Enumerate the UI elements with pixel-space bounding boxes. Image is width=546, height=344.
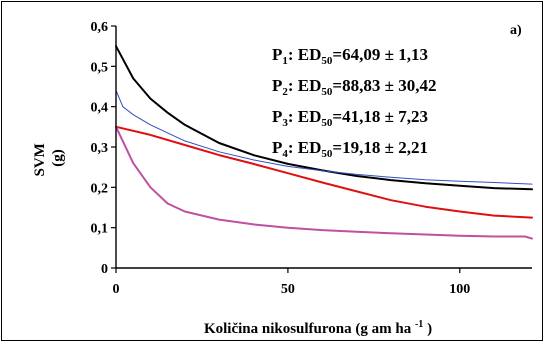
panel-label: a): [510, 23, 522, 38]
y-tick-label: 0,6: [91, 20, 109, 35]
annotation-group: P1: ED50=64,09 ± 1,13 P2: ED50=88,83 ± 3…: [272, 45, 436, 160]
annotation-1-mid: : ED: [288, 45, 322, 64]
annotation-2-sub2: 50: [321, 86, 333, 98]
y-tick-label: 0,1: [91, 222, 109, 237]
annotation-3: P3: ED50=41,18 ± 7,23: [272, 107, 428, 129]
x-axis-label-main: Količina nikosulfurona (g am ha: [204, 321, 412, 337]
y-axis-label: SVM (g): [32, 139, 66, 176]
annotation-3-post: =41,18 ± 7,23: [332, 107, 428, 126]
annotation-1-sub1: 1: [282, 55, 288, 67]
series-line-4: [115, 125, 533, 240]
y-tick-label: 0,5: [91, 60, 109, 75]
annotation-1-sub2: 50: [321, 55, 333, 67]
annotation-1-post: =64,09 ± 1,13: [332, 45, 428, 64]
annotation-4-sub2: 50: [321, 148, 333, 160]
x-tick-label: 0: [113, 282, 120, 297]
y-tick-label: 0,3: [91, 141, 109, 156]
annotation-4-sub1: 4: [282, 148, 288, 160]
annotation-2: P2: ED50=88,83 ± 30,42: [272, 76, 436, 98]
annotation-2-post: =88,83 ± 30,42: [332, 76, 436, 95]
annotation-1: P1: ED50=64,09 ± 1,13: [272, 45, 428, 67]
annotation-3-sub2: 50: [321, 117, 333, 129]
y-axis-label-main: SVM: [32, 143, 48, 176]
annotation-3-pre: P: [272, 107, 282, 126]
series-group: [115, 45, 533, 240]
annotation-2-mid: : ED: [288, 76, 322, 95]
x-tick-label: 50: [281, 282, 295, 297]
x-axis-label: Količina nikosulfurona (g am ha -1 ): [204, 315, 432, 337]
x-axis-label-superscript: -1: [415, 319, 423, 330]
annotation-4-mid: : ED: [288, 138, 322, 157]
series-line-1: [115, 45, 533, 191]
annotation-2-sub1: 2: [282, 86, 288, 98]
annotation-3-mid: : ED: [288, 107, 322, 126]
y-tick-label: 0,4: [91, 101, 109, 116]
series-line-3: [115, 125, 533, 219]
tick-group: 0 0,1 0,2 0,3 0,4 0,5 0,6 0 50 100: [91, 20, 471, 297]
y-tick-label: 0: [101, 262, 108, 277]
annotation-4: P4: ED50=19,18 ± 2,21: [272, 138, 428, 160]
series-line-2: [115, 90, 533, 185]
annotation-4-pre: P: [272, 138, 282, 157]
annotation-1-pre: P: [272, 45, 282, 64]
annotation-2-pre: P: [272, 76, 282, 95]
annotation-4-post: =19,18 ± 2,21: [332, 138, 428, 157]
annotation-3-sub1: 3: [282, 117, 288, 129]
x-axis-label-end: ): [427, 321, 432, 337]
x-tick-label: 100: [449, 282, 470, 297]
y-axis-label-unit: (g): [50, 149, 66, 167]
y-tick-label: 0,2: [91, 181, 109, 196]
